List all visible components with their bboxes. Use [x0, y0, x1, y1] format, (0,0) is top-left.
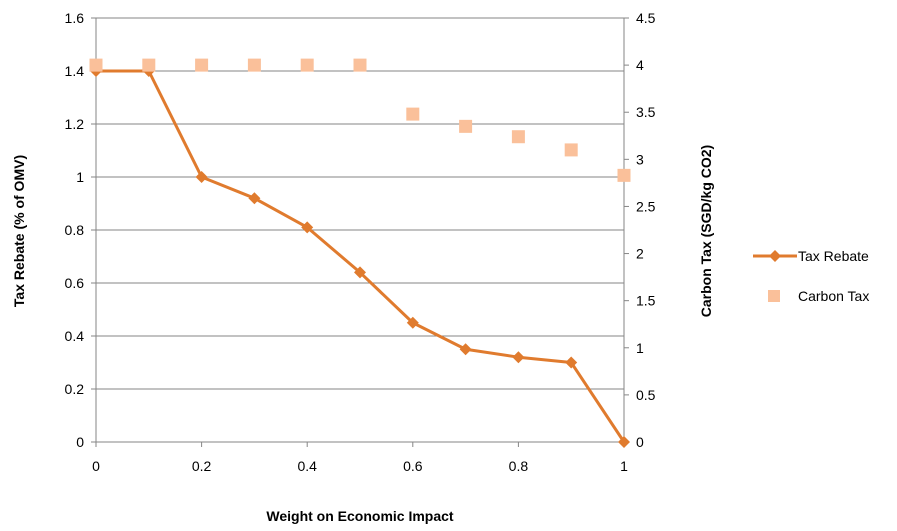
legend-item-tax-rebate[interactable]: Tax Rebate — [753, 248, 869, 264]
tax-rebate-line — [96, 69, 626, 443]
right-y-tick-label: 4.5 — [636, 10, 656, 26]
right-y-tick-label: 2.5 — [636, 198, 656, 214]
tax-rebate-point — [301, 221, 314, 234]
axes — [91, 17, 629, 447]
x-tick-label: 0.8 — [509, 458, 529, 474]
carbon-tax-point — [511, 130, 525, 144]
left-y-tick-label: 1.6 — [65, 10, 85, 26]
x-tick-label: 0 — [92, 458, 100, 474]
tax-rebate-point — [565, 356, 578, 369]
legend-tax-rebate-label: Tax Rebate — [798, 248, 869, 264]
carbon-tax-point — [564, 143, 578, 157]
left-y-tick-label: 1 — [76, 169, 84, 185]
left-y-tick-label: 0.6 — [65, 275, 85, 291]
gridlines — [96, 17, 624, 390]
left-y-tick-label: 1.2 — [65, 116, 85, 132]
carbon-tax-point — [353, 58, 367, 72]
legend: Tax Rebate Carbon Tax — [753, 248, 869, 304]
carbon-tax-point — [406, 107, 420, 121]
tax-rebate-point — [459, 343, 472, 356]
carbon-tax-point — [142, 58, 156, 72]
carbon-tax-point — [300, 58, 314, 72]
right-y-tick-label: 0.5 — [636, 387, 656, 403]
tick-labels: 0 0.2 0.4 0.6 0.8 1 1.2 1.4 1.6 0 0.5 1 1.5 2 2.5 3 3.5 4… — [65, 10, 656, 474]
tax-rebate-point — [406, 316, 419, 329]
carbon-tax-point — [247, 58, 261, 72]
legend-item-carbon-tax[interactable]: Carbon Tax — [768, 288, 869, 304]
right-y-tick-label: 4 — [636, 57, 644, 73]
x-axis-title: Weight on Economic Impact — [266, 508, 454, 524]
x-tick-label: 0.6 — [403, 458, 423, 474]
tax-rebate-point — [195, 171, 208, 183]
tax-rebate-point — [618, 436, 630, 448]
right-y-tick-label: 0 — [636, 434, 644, 450]
left-y-tick-label: 0.2 — [65, 381, 85, 397]
right-y-tick-label: 2 — [636, 246, 644, 262]
carbon-tax-point — [89, 58, 103, 72]
tax-rebate-point — [354, 266, 366, 279]
left-y-tick-label: 1.4 — [65, 63, 85, 79]
x-tick-label: 0.4 — [297, 458, 317, 474]
left-y-tick-label: 0.8 — [65, 222, 85, 238]
carbon-tax-point — [617, 168, 631, 182]
left-y-tick-label: 0 — [76, 434, 84, 450]
right-y-tick-label: 1 — [636, 340, 644, 356]
right-y-tick-label: 3 — [636, 151, 644, 167]
x-tick-label: 1 — [620, 458, 628, 474]
tax-rebate-point — [248, 192, 261, 205]
right-y-axis-title: Carbon Tax (SGD/kg CO2) — [698, 145, 714, 317]
left-y-axis-title: Tax Rebate (% of OMV) — [11, 155, 27, 307]
left-y-tick-label: 0.4 — [65, 328, 85, 344]
carbon-tax-point — [195, 58, 209, 72]
x-tick-label: 0.2 — [192, 458, 212, 474]
right-y-tick-label: 1.5 — [636, 293, 656, 309]
legend-tax-rebate-marker — [769, 250, 781, 262]
right-y-tick-label: 3.5 — [636, 104, 656, 120]
tax-rebate-point — [512, 351, 525, 364]
legend-carbon-tax-label: Carbon Tax — [798, 288, 869, 304]
carbon-tax-point — [459, 119, 473, 133]
legend-carbon-tax-marker — [768, 290, 780, 302]
series — [89, 58, 631, 448]
